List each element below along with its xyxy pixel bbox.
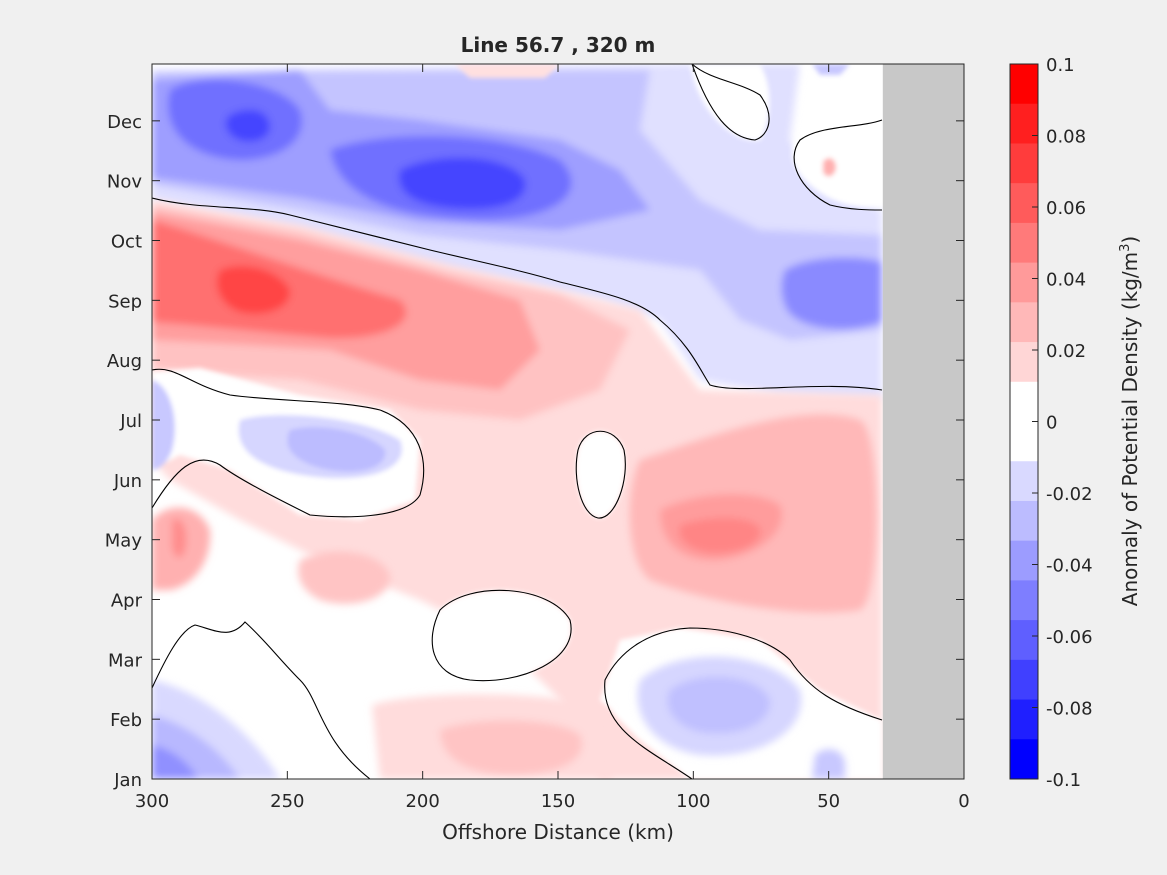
colorbar-swatch: [1010, 342, 1038, 383]
pos-south-core: [440, 720, 582, 775]
colorbar-swatch: [1010, 461, 1038, 502]
chart-title: Line 56.7 , 320 m: [461, 33, 656, 57]
x-tick-label: 100: [676, 791, 710, 812]
pos-band-core: [216, 266, 291, 314]
x-axis-label: Offshore Distance (km): [442, 820, 674, 844]
colorbar-swatch: [1010, 103, 1038, 144]
x-tick-label: 300: [135, 791, 169, 812]
y-tick-label: Oct: [111, 232, 142, 253]
colorbar-swatch: [1010, 262, 1038, 303]
pos-west-core: [172, 518, 187, 558]
colorbar-swatch: [1010, 143, 1038, 184]
no-data-region: [882, 64, 964, 779]
colorbar-swatch: [1010, 620, 1038, 661]
colorbar-tick-label: 0.04: [1046, 270, 1086, 291]
y-tick-label: Nov: [107, 172, 142, 193]
zero-island-center: [576, 431, 626, 519]
zero-contour-line: [152, 368, 425, 518]
colorbar-tick-label: -0.02: [1046, 484, 1093, 505]
pos-top-tab: [455, 64, 560, 78]
y-tick-label: Feb: [110, 710, 142, 731]
colorbar-swatch: [1010, 500, 1038, 542]
zero-contour-line: [152, 621, 371, 779]
zero-east: [792, 121, 882, 207]
y-tick-label: Jan: [113, 770, 142, 791]
pos-east-core: [679, 517, 761, 554]
colorbar-swatch: [1010, 421, 1038, 462]
colorbar-tick-label: -0.1: [1046, 770, 1081, 791]
colorbar-swatch: [1010, 183, 1038, 224]
colorbar-tick-label: 0: [1046, 413, 1057, 434]
neg-southeast-small: [812, 749, 845, 779]
neg-east-blob: [781, 257, 882, 330]
zero-contours: [152, 64, 883, 779]
zero-contour-line: [793, 119, 883, 211]
colorbar-swatch: [1010, 580, 1038, 621]
pos-east-speck: [823, 158, 836, 177]
y-tick-label: Jun: [113, 471, 142, 492]
colorbar-tick-label: -0.08: [1046, 699, 1093, 720]
y-axis-ticks: Jan Feb Mar Apr May Jun Jul Aug Sep Oct Nov Dec: [105, 112, 964, 791]
zero-contour-line: [152, 197, 883, 391]
anomaly-field: [152, 64, 882, 779]
y-tick-label: Mar: [108, 650, 143, 671]
colorbar-swatch: [1010, 699, 1038, 740]
zero-island-south: [432, 590, 572, 681]
colorbar-swatch: [1010, 659, 1038, 701]
colorbar-label: Anomaly of Potential Density (kg/m3): [1118, 236, 1142, 606]
x-tick-label: 0: [958, 791, 969, 812]
y-tick-label: Sep: [108, 291, 142, 312]
colorbar-swatch: [1010, 540, 1038, 581]
colorbar-tick-label: 0.08: [1046, 127, 1086, 148]
y-tick-label: Apr: [111, 591, 143, 612]
colorbar-swatch: [1010, 222, 1038, 264]
colorbar-tick-label: -0.04: [1046, 556, 1093, 577]
zero-contour-line: [604, 627, 883, 779]
x-tick-label: 250: [270, 791, 304, 812]
colorbar-tick-label: 0.1: [1046, 55, 1075, 76]
colorbar-swatch: [1010, 64, 1038, 105]
y-tick-label: May: [105, 531, 143, 552]
colorbar-tick-label: 0.02: [1046, 341, 1086, 362]
x-tick-label: 200: [405, 791, 439, 812]
colorbar-tick-label: -0.06: [1046, 627, 1093, 648]
zero-northeast: [690, 64, 770, 141]
neg-top-tab: [812, 64, 850, 75]
colorbar: 0.1 0.08 0.06 0.04 0.02 0 -0.02 -0.04 -0.06 -0.08…: [1009, 55, 1093, 791]
zero-contour-line: [691, 64, 770, 141]
x-tick-label: 50: [817, 791, 840, 812]
neg-band-core-c: [399, 157, 526, 210]
zero-contour-line: [431, 589, 572, 682]
colorbar-tick-label: 0.06: [1046, 198, 1086, 219]
pos-mid-blob: [298, 551, 391, 604]
colorbar-swatch: [1010, 302, 1038, 343]
colorbar-swatch: [1010, 381, 1038, 422]
neg-southwest-core: [152, 745, 198, 779]
neg-west-edge: [152, 380, 175, 470]
plot-area: [152, 64, 964, 779]
y-tick-label: Aug: [107, 351, 142, 372]
x-tick-label: 150: [541, 791, 575, 812]
y-tick-label: Dec: [107, 112, 142, 133]
y-tick-label: Jul: [119, 411, 142, 432]
x-axis-ticks: 300 250 200 150 100 50 0: [135, 64, 970, 812]
neg-southeast-core: [667, 676, 771, 734]
neg-west-core: [287, 427, 386, 472]
colorbar-swatch: [1010, 739, 1038, 780]
zero-contour-line: [575, 430, 626, 519]
neg-band-core-d: [225, 109, 270, 142]
